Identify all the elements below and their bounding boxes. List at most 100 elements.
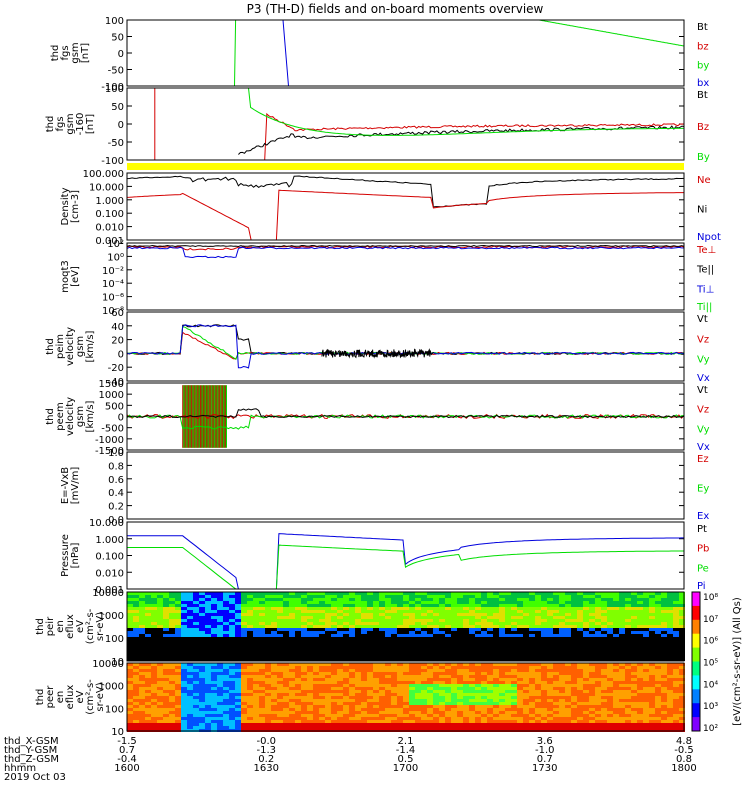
y-tick-label: -40 (108, 377, 124, 388)
y-tick-label: 10.000 (89, 518, 124, 529)
y-tick-label: 0 (118, 349, 124, 360)
y-tick-label: 0.8 (108, 461, 124, 472)
x-tick-label: 0.7 (537, 754, 553, 765)
y-axis-label: thd peer en eflux eV (cm²-s-sr-eV) (35, 679, 106, 715)
y-tick-label: 0.010 (95, 568, 124, 579)
vt-5-curve (126, 408, 685, 419)
panel-frame (126, 172, 685, 241)
y-tick-label: -100 (101, 156, 124, 167)
svg-text:sr-eV): sr-eV) (95, 682, 106, 711)
x-tick-label: -1.5 (117, 736, 137, 747)
svg-text:[nPa]: [nPa] (70, 542, 81, 568)
legend-Vt: Vt (697, 314, 708, 325)
legend-By: By (697, 152, 710, 163)
by-1-curve (238, 87, 685, 136)
y-tick-label: -50 (108, 66, 124, 77)
legend-Ti⊥: Ti⊥ (696, 284, 714, 295)
svg-text:[mV/m]: [mV/m] (70, 467, 81, 505)
x-row-label: hhmm (4, 763, 36, 774)
svg-text:eflux: eflux (65, 685, 76, 710)
panel-frame (126, 87, 685, 161)
y-tick-label: 50 (111, 102, 124, 113)
y-tick-label: 10⁻⁸ (102, 306, 124, 317)
y-tick-label: 60 (111, 308, 124, 319)
svg-text:eflux: eflux (65, 614, 76, 639)
y-tick-label: 1500 (99, 379, 124, 390)
y-axis-label: thd fgs gsm [nT] (50, 42, 91, 63)
colorbar-tick: 10⁶ (703, 637, 718, 647)
bx-spike (282, 19, 289, 87)
y-tick-label: 0.2 (108, 502, 124, 513)
x-tick-label: 1630 (254, 763, 279, 774)
y-tick-label: 1.000 (95, 535, 124, 546)
legend-bx: bx (697, 78, 709, 89)
colorbar-frame (691, 591, 701, 732)
y-tick-label: 10⁻⁴ (102, 279, 124, 290)
legend-Te||: Te|| (696, 265, 714, 276)
y-tick-label: 10⁻⁶ (102, 293, 124, 304)
panel-frame (126, 242, 685, 311)
legend-Vy: Vy (697, 355, 710, 366)
svg-text:fgs: fgs (55, 116, 66, 131)
legend-Vx: Vx (697, 373, 710, 384)
panel-8: 10000 1000 100 10 thd peir en eflux eV (cm²-s-sr-… (35, 588, 684, 668)
y-tick-label: -20 (108, 363, 124, 374)
svg-text:gsm: gsm (75, 406, 86, 427)
y-tick-label: 0.001 (95, 236, 124, 247)
colorbar-tick: 10⁸ (703, 593, 718, 603)
x-tick-label: 1730 (532, 763, 557, 774)
plot-title: P3 (TH-D) fields and on-board moments ov… (247, 2, 544, 16)
y-axis-label: moqt3 [eV] (60, 260, 81, 293)
legend-Ey: Ey (697, 484, 709, 495)
y-tick-label: -1500 (95, 446, 124, 457)
y-tick-label: -50 (108, 138, 124, 149)
legend-Bt: Bt (697, 22, 708, 33)
colorbar-tick: 10⁵ (703, 659, 718, 669)
svg-text:E=-VxB: E=-VxB (60, 467, 71, 504)
svg-text:thd: thd (45, 116, 56, 133)
panel-4: 60 40 20 0 -20 -40 thd peim velocity gsm [km/s] Vt V… (45, 308, 710, 388)
y-tick-label: 0.6 (108, 475, 124, 486)
x-tick-label: -1.3 (256, 745, 276, 756)
y-tick-label: 10000 (92, 588, 124, 599)
svg-text:sr-eV): sr-eV) (95, 612, 106, 641)
legend-Vx: Vx (697, 442, 710, 453)
y-tick-label: -100 (101, 82, 124, 93)
legend-Ti||: Ti|| (696, 302, 712, 313)
y-axis-label: thd fgs gsm -160 [nT] (45, 113, 96, 136)
by-curve (539, 19, 685, 47)
legend-Ez: Ez (697, 454, 709, 465)
panel-frame (126, 382, 685, 451)
panel-2: 100.000 10.000 1.000 0.100 0.010 0.001 Density… (60, 169, 721, 247)
x-tick-label: 1800 (671, 763, 696, 774)
y-tick-label: 10 (111, 727, 124, 738)
svg-text:thd: thd (45, 338, 56, 355)
svg-text:en: en (55, 691, 66, 704)
colorbar: 10⁸ 10⁷ 10⁶ 10⁵ 10⁴ 10³ 10² [eV/(cm²-s-sr-eV)] … (691, 591, 743, 734)
y-tick-label: 100.000 (83, 169, 124, 180)
svg-text:(cm²-s-: (cm²-s- (85, 679, 96, 715)
legend-Ex: Ex (697, 511, 709, 522)
panel-0: 100 50 0 -50 -100 thd fgs gsm [nT] Bt bz by bx (50, 16, 709, 93)
by-spike (234, 19, 237, 87)
electron-spectrogram-frame (126, 662, 685, 732)
x-tick-label: 0.2 (258, 754, 274, 765)
legend-Bt: Bt (697, 90, 708, 101)
y-tick-label: 50 (111, 33, 124, 44)
panel-6: 1.0 0.8 0.6 0.4 0.2 0.0 E=-VxB [mV/m] Ez Ey Ex (60, 448, 709, 526)
y-tick-label: -500 (101, 424, 124, 435)
y-tick-label: 0.010 (95, 223, 124, 234)
y-tick-label: 1.0 (108, 448, 124, 459)
y-tick-label: 10.000 (89, 182, 124, 193)
y-tick-label: 0 (118, 413, 124, 424)
x-tick-label: 4.8 (676, 736, 692, 747)
y-tick-label: 10² (107, 239, 124, 250)
vt-4-noise (321, 348, 434, 359)
colorbar-tick: 10³ (703, 702, 718, 712)
svg-text:thd: thd (45, 408, 56, 425)
y-tick-label: 100 (105, 634, 124, 645)
y-tick-label: 0.100 (95, 209, 124, 220)
legend-Bz: Bz (697, 122, 709, 133)
svg-text:gsm: gsm (65, 113, 76, 134)
